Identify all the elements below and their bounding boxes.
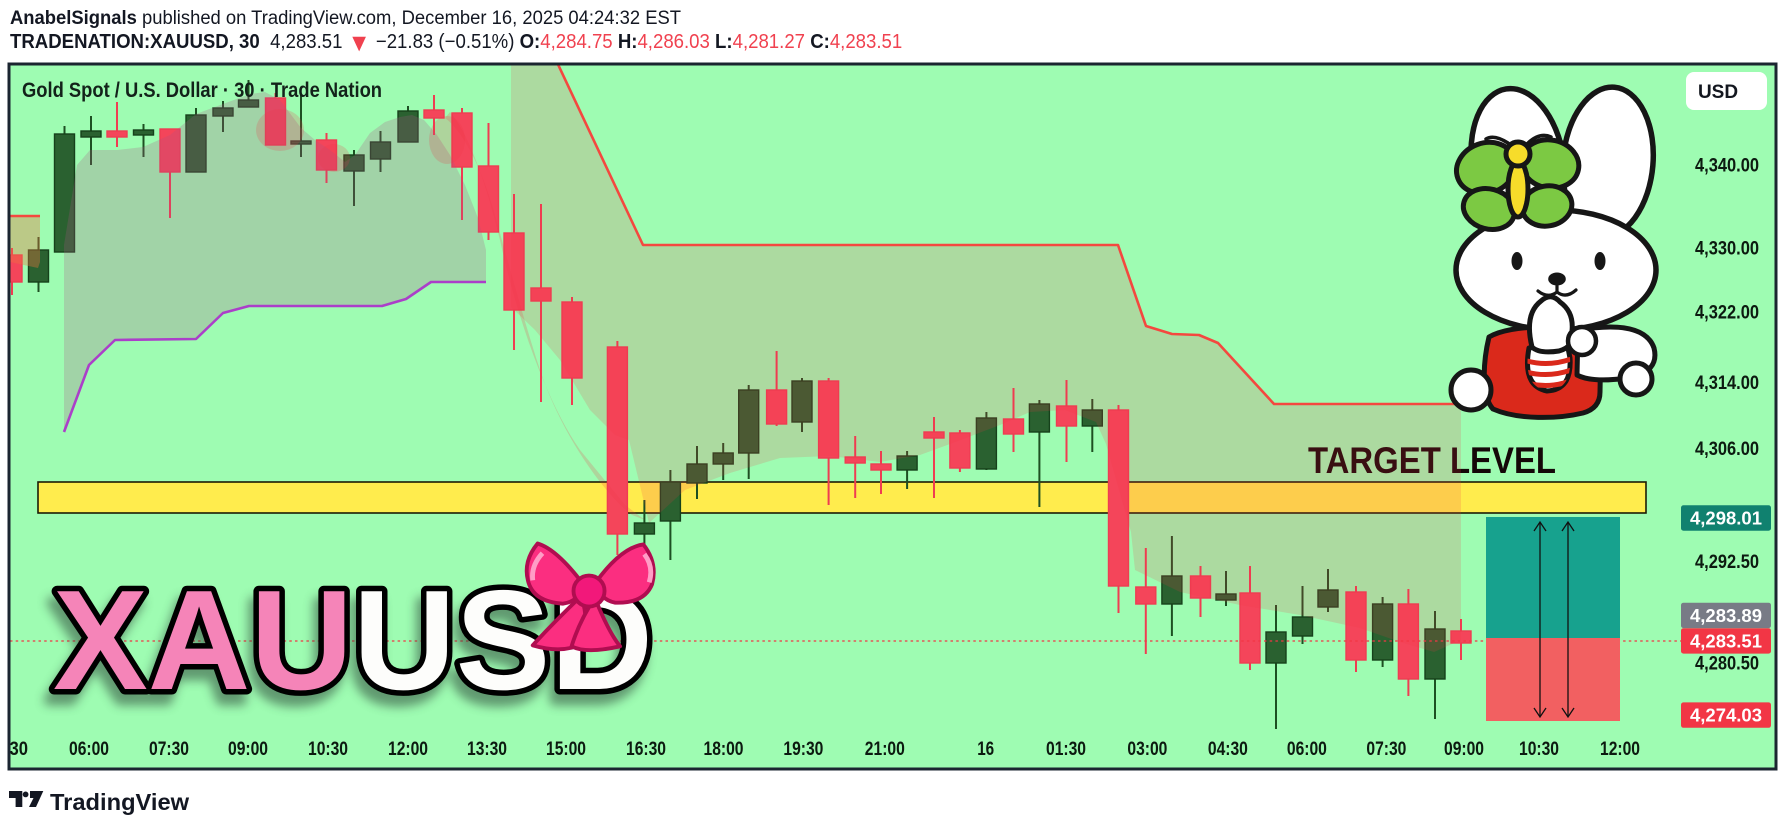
svg-text:4,306.00: 4,306.00 <box>1695 439 1759 460</box>
svg-text:4,314.00: 4,314.00 <box>1695 373 1759 394</box>
svg-text:4,330.00: 4,330.00 <box>1695 239 1759 260</box>
svg-text:16:30: 16:30 <box>626 739 666 760</box>
svg-text:4,322.00: 4,322.00 <box>1695 303 1759 324</box>
svg-text:12:00: 12:00 <box>388 739 428 760</box>
svg-text:TARGET LEVEL: TARGET LEVEL <box>1308 440 1556 481</box>
svg-text:15:00: 15:00 <box>546 739 586 760</box>
svg-text:16: 16 <box>977 739 994 760</box>
svg-text:01:30: 01:30 <box>1046 739 1086 760</box>
svg-text:13:30: 13:30 <box>467 739 507 760</box>
svg-text:4,280.50: 4,280.50 <box>1695 654 1759 675</box>
svg-text:4,292.50: 4,292.50 <box>1695 552 1759 573</box>
svg-text:12:00: 12:00 <box>1600 739 1640 760</box>
svg-text:21:00: 21:00 <box>865 739 905 760</box>
svg-text:07:30: 07:30 <box>149 739 189 760</box>
svg-text:4,298.01: 4,298.01 <box>1690 509 1762 529</box>
svg-text:19:30: 19:30 <box>783 739 823 760</box>
svg-text:4,283.89: 4,283.89 <box>1690 606 1762 626</box>
svg-text:4,283.51: 4,283.51 <box>1690 631 1762 651</box>
svg-text:Gold Spot / U.S. Dollar · 30 ·: Gold Spot / U.S. Dollar · 30 · Trade Nat… <box>22 79 382 102</box>
svg-text:USD: USD <box>1698 82 1738 103</box>
svg-text:4,274.03: 4,274.03 <box>1690 706 1762 726</box>
svg-text:03:00: 03:00 <box>1127 739 1167 760</box>
svg-text:XAUUSD: XAUUSD <box>48 572 648 731</box>
svg-text:06:00: 06:00 <box>69 739 109 760</box>
svg-text:10:30: 10:30 <box>308 739 348 760</box>
svg-text:18:00: 18:00 <box>704 739 744 760</box>
svg-text::30: :30 <box>4 739 28 760</box>
svg-text:07:30: 07:30 <box>1366 739 1406 760</box>
svg-text:04:30: 04:30 <box>1208 739 1248 760</box>
svg-text:4,340.00: 4,340.00 <box>1695 156 1759 177</box>
svg-text:09:00: 09:00 <box>228 739 268 760</box>
svg-text:XAUUSD: XAUUSD <box>53 561 653 720</box>
svg-text:06:00: 06:00 <box>1287 739 1327 760</box>
svg-text:09:00: 09:00 <box>1444 739 1484 760</box>
svg-text:10:30: 10:30 <box>1519 739 1559 760</box>
